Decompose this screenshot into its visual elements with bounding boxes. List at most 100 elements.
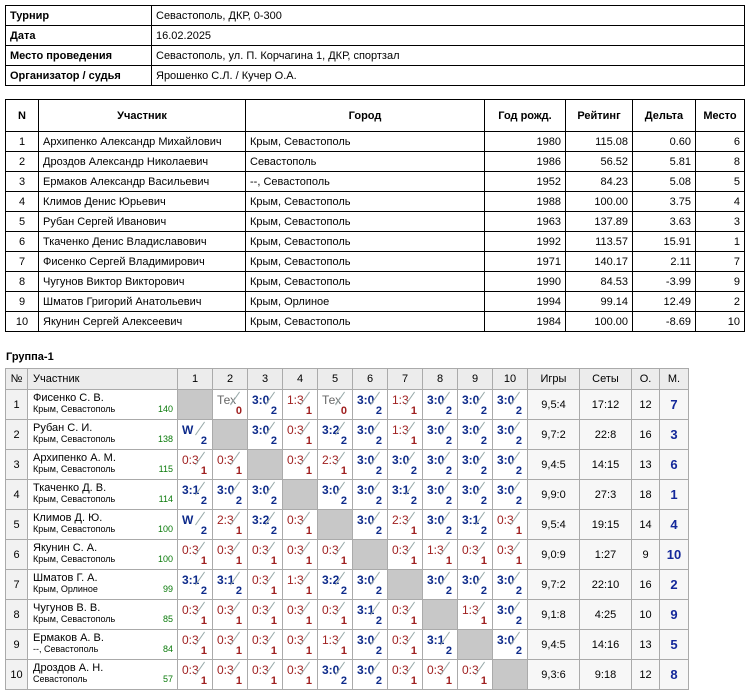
participant-cell: 5.81 xyxy=(632,151,696,172)
match-points: 2 xyxy=(200,435,207,447)
match-points: 1 xyxy=(235,525,242,537)
match-cell: 3:2 2 xyxy=(317,419,353,450)
grid-col-header: 8 xyxy=(422,368,458,390)
participant-cell: 100.00 xyxy=(565,311,633,332)
player-city: Крым, Севастополь xyxy=(33,434,116,444)
participant-cell: Крым, Севастополь xyxy=(245,191,485,212)
grid-games: 9,4:5 xyxy=(527,449,580,480)
player-city: Крым, Севастополь xyxy=(33,554,116,564)
match-points: 2 xyxy=(375,645,382,657)
grid-sets: 14:16 xyxy=(579,629,632,660)
match-cell: 0:3 1 xyxy=(282,539,318,570)
participant-cell: Архипенко Александр Михайлович xyxy=(38,131,246,152)
self-cell xyxy=(352,539,388,570)
grid-points: 12 xyxy=(631,389,660,420)
participant-cell: 115.08 xyxy=(565,131,633,152)
match-score: 0:3 xyxy=(182,543,199,557)
grid-place: 5 xyxy=(659,629,689,660)
match-cell: 3:1 2 xyxy=(387,479,423,510)
participant-cell: Севастополь xyxy=(245,151,485,172)
player-name: Архипенко А. М. xyxy=(33,452,116,464)
grid-row-number: 7 xyxy=(5,569,28,600)
match-points: 2 xyxy=(515,645,522,657)
grid-points: 10 xyxy=(631,599,660,630)
match-cell: 0:3 1 xyxy=(282,419,318,450)
match-points: 2 xyxy=(270,495,277,507)
match-cell: 3:1 2 xyxy=(212,569,248,600)
info-label: Организатор / судья xyxy=(5,65,152,86)
match-score: 0:3 xyxy=(217,603,234,617)
grid-row: 1 Фисенко С. В. Крым, Севастополь 140 Тех 0 3:… xyxy=(5,389,689,420)
match-cell: 1:3 1 xyxy=(422,539,458,570)
match-cell: 3:0 2 xyxy=(352,629,388,660)
match-score: 0:3 xyxy=(182,603,199,617)
participant-cell: 1988 xyxy=(484,191,566,212)
match-cell: 3:0 2 xyxy=(457,419,493,450)
participant-row: 3 Ермаков Александр Васильевич --, Севасто… xyxy=(5,171,745,192)
match-cell: 2:3 1 xyxy=(387,509,423,540)
match-score: 0:3 xyxy=(182,453,199,467)
match-cell: 3:0 2 xyxy=(352,659,388,690)
participant-cell: 113.57 xyxy=(565,231,633,252)
grid-col-header: О. xyxy=(631,368,660,390)
match-points: 2 xyxy=(445,495,452,507)
grid-games: 9,5:4 xyxy=(527,509,580,540)
grid-row-number: 10 xyxy=(5,659,28,690)
match-score: W xyxy=(182,513,194,527)
match-score: 0:3 xyxy=(427,663,444,677)
participant-cell: 3 xyxy=(5,171,39,192)
tournament-info-table: Турнир Севастополь, ДКР, 0-300 Дата 16.02.2… xyxy=(5,5,745,86)
match-cell: 3:0 2 xyxy=(352,569,388,600)
info-row: Дата 16.02.2025 xyxy=(5,25,745,46)
match-cell: 0:3 1 xyxy=(387,659,423,690)
match-cell: 0:3 1 xyxy=(247,539,283,570)
match-cell: Тех 0 xyxy=(317,389,353,420)
grid-games: 9,3:6 xyxy=(527,659,580,690)
match-cell: 3:1 2 xyxy=(177,479,213,510)
match-score: 0:3 xyxy=(462,543,479,557)
match-cell: 3:0 2 xyxy=(492,389,528,420)
match-cell: 0:3 1 xyxy=(212,629,248,660)
match-cell: 1:3 1 xyxy=(387,419,423,450)
match-score: 1:3 xyxy=(392,393,409,407)
grid-col-header: 3 xyxy=(247,368,283,390)
match-cell: 0:3 1 xyxy=(282,659,318,690)
match-cell: 0:3 1 xyxy=(177,599,213,630)
match-score: 0:3 xyxy=(287,633,304,647)
match-cell: 3:0 2 xyxy=(352,449,388,480)
participants-col-header: Место xyxy=(695,99,745,132)
grid-games: 9,1:8 xyxy=(527,599,580,630)
participant-cell: --, Севастополь xyxy=(245,171,485,192)
participant-cell: Якунин Сергей Алексеевич xyxy=(38,311,246,332)
match-points: 2 xyxy=(445,645,452,657)
participant-cell: 1992 xyxy=(484,231,566,252)
participant-cell: Ермаков Александр Васильевич xyxy=(38,171,246,192)
match-score: 0:3 xyxy=(252,603,269,617)
grid-player: Ткаченко Д. В. Крым, Севастополь 114 xyxy=(27,479,178,510)
participants-col-header: Год рожд. xyxy=(484,99,566,132)
grid-header-row: № Участник 1 2 3 4 5 6 7 8 9 10 Игры Сеты О. М. xyxy=(5,368,689,390)
player-rating: 100 xyxy=(157,524,173,534)
match-points: 2 xyxy=(480,585,487,597)
match-cell: 3:0 2 xyxy=(247,479,283,510)
match-cell: 3:0 2 xyxy=(247,419,283,450)
player-city: Крым, Севастополь xyxy=(33,614,116,624)
match-cell: 1:3 1 xyxy=(387,389,423,420)
match-cell: 0:3 1 xyxy=(282,629,318,660)
match-cell: 3:0 2 xyxy=(422,509,458,540)
player-info-line: Крым, Орлиное 99 xyxy=(28,584,177,594)
grid-sets: 4:25 xyxy=(579,599,632,630)
participant-cell: Крым, Орлиное xyxy=(245,291,485,312)
participant-row: 10 Якунин Сергей Алексеевич Крым, Севастоп… xyxy=(5,311,745,332)
participant-cell: 6 xyxy=(5,231,39,252)
match-score: 0:3 xyxy=(392,663,409,677)
match-points: 2 xyxy=(375,675,382,687)
match-cell: 0:3 1 xyxy=(387,629,423,660)
group-grid-table: № Участник 1 2 3 4 5 6 7 8 9 10 Игры Сеты О. М. 1 Фисенк… xyxy=(5,368,689,690)
match-points: 1 xyxy=(200,675,207,687)
grid-col-header: Игры xyxy=(527,368,580,390)
match-points: 2 xyxy=(445,435,452,447)
match-cell: 3:0 2 xyxy=(352,479,388,510)
